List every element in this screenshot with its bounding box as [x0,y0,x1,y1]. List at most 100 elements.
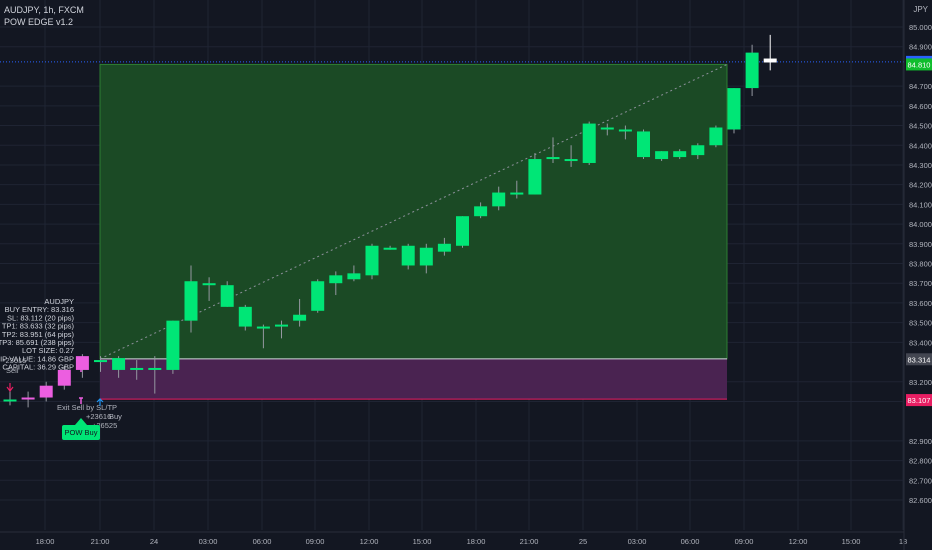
info-box-line: TP2: 83.951 (64 pips) [2,330,75,339]
x-tick-label: 09:00 [306,537,325,546]
info-box-line: BUY ENTRY: 83.316 [5,305,74,314]
y-tick-label: 84.900 [909,43,932,52]
price-tag-label: 83.314 [908,355,931,364]
buy-label: Buy [109,412,122,421]
candle-body [311,281,325,311]
x-tick-label: 18 [899,537,907,546]
candle-body [166,320,180,370]
candle-body [655,151,669,160]
buy-count-label: +23616 [86,412,111,421]
candle-body [492,192,506,207]
y-tick-label: 84.400 [909,141,932,150]
candle-body [94,360,107,363]
candle-body [256,326,270,329]
candle-body [564,159,578,162]
indicator-name: POW EDGE v1.2 [4,17,74,27]
candle-body [709,127,723,146]
candle-body [21,397,35,400]
info-box-line: RISK CAPITAL: 36.29 GBP [0,363,74,372]
candle-body [148,367,162,370]
x-tick-label: 25 [579,537,587,546]
candle-body [275,324,288,327]
y-tick-label: 83.400 [909,338,932,347]
buy-sub-label: +26525 [92,421,117,430]
y-tick-label: 84.300 [909,161,932,170]
y-tick-label: 84.000 [909,220,932,229]
x-tick-label: 21:00 [520,537,539,546]
price-tag-label: 84.810 [908,60,931,69]
candle-body [383,247,397,250]
buy-arrow-icon [96,398,104,406]
candle-body [437,243,451,252]
y-tick-label: 82.600 [909,496,932,505]
x-tick-label: 06:00 [681,537,700,546]
candle-body [365,245,379,276]
y-tick-label: 82.700 [909,476,932,485]
candle-body [112,358,126,370]
price-tag-label: 83.107 [908,396,931,405]
info-box-line: PIP VALUE: 14.86 GBP [0,354,74,363]
exit-marker-icon [79,397,83,404]
projection-line [99,63,728,360]
price-tag [906,353,932,366]
candle-body [637,131,650,158]
candle-body [618,129,632,132]
info-box-line: TP1: 83.633 (32 pips) [2,322,75,331]
price-tag [906,394,932,407]
y-tick-label: 84.100 [909,200,932,209]
x-tick-label: 03:00 [199,537,218,546]
y-tick-label: 84.500 [909,122,932,131]
y-tick-label: 83.700 [909,279,932,288]
candle-body [293,314,307,321]
y-tick-label: 83.900 [909,240,932,249]
candle-body [600,127,614,130]
candle-body [401,245,415,266]
candle-body [456,216,469,246]
x-tick-label: 12:00 [360,537,379,546]
x-tick-label: 03:00 [628,537,647,546]
x-tick-label: 12:00 [789,537,808,546]
info-box-line: TP3: 85.691 (238 pips) [0,338,75,347]
pow-buy-pointer [75,418,87,425]
candle-body [3,399,17,402]
candle-body [546,157,560,160]
candle-body [474,206,488,217]
symbol-title: AUDJPY, 1h, FXCM [4,5,84,15]
info-box-line: LOT SIZE: 0.27 [22,346,74,355]
y-tick-label: 83.500 [909,319,932,328]
candle-body [763,58,777,63]
x-tick-label: 24 [150,537,158,546]
price-tag [906,58,932,71]
y-tick-label: 82.800 [909,457,932,466]
stop-loss-zone [100,358,727,400]
x-tick-label: 18:00 [36,537,55,546]
x-tick-label: 18:00 [467,537,486,546]
candle-body [220,285,234,307]
candle-body [130,367,144,370]
candle-body [727,88,741,130]
y-tick-label: 84.200 [909,181,932,190]
candle-body [184,281,198,321]
candle-body [510,192,524,195]
candle-body [57,369,71,386]
candle-body [673,151,687,158]
info-box-line: SL: 83.112 (20 pips) [7,313,74,322]
y-tick-label: 84.700 [909,82,932,91]
candle-body [419,247,433,266]
y-tick-label: 82.900 [909,437,932,446]
candle-body [691,145,705,156]
x-tick-label: 09:00 [735,537,754,546]
y-tick-label: 84.600 [909,102,932,111]
x-tick-label: 06:00 [253,537,272,546]
sell-arrow-icon [6,383,14,392]
candle-body [582,123,596,163]
candle-body [75,356,89,370]
candle-body [347,273,361,280]
y-tick-label: 83.200 [909,378,932,387]
exit-marker-icon [79,365,83,372]
x-tick-label: 21:00 [91,537,110,546]
exit-label: Exit Sell by SL/TP [57,403,117,412]
pow-buy-badge [62,425,100,440]
candle-body [329,275,343,284]
